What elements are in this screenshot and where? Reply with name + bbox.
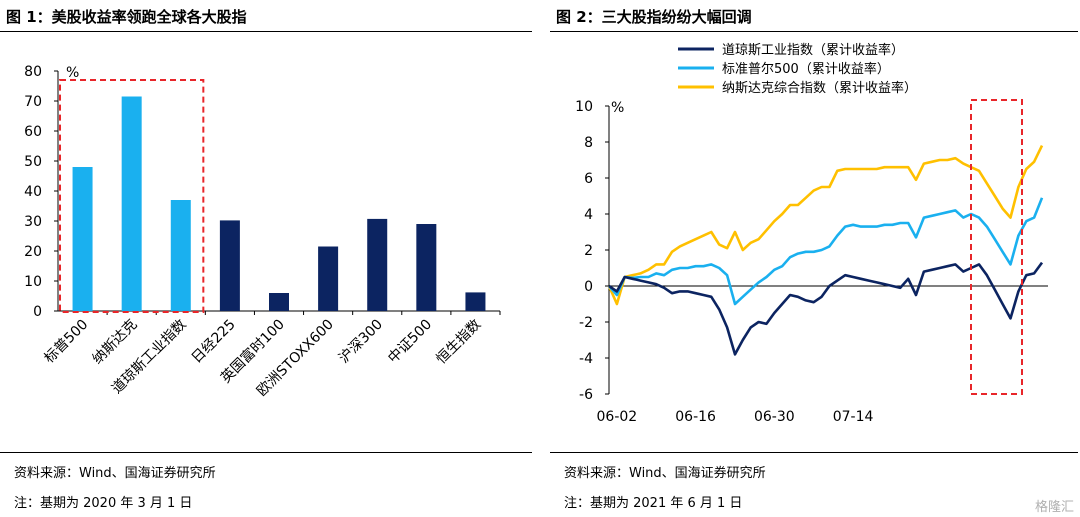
- left-panel: 图 1：美股收益率领跑全球各大股指 0 10 20 30 40 50 60 70 80% 标普50…: [0, 8, 532, 511]
- bar-6: [367, 218, 388, 311]
- right-source-note: 资料来源：Wind、国海证券研究所: [564, 466, 766, 481]
- y-tick-label: 0: [584, 279, 593, 295]
- category-label-3: 日经225: [189, 317, 239, 367]
- y-tick-label: -6: [579, 387, 593, 403]
- category-label-1: 纳斯达克: [90, 317, 141, 368]
- category-label-6: 沪深300: [336, 317, 386, 367]
- y-tick-label: 10: [575, 99, 593, 115]
- bar-4: [269, 293, 289, 311]
- y-tick-label: -4: [579, 351, 593, 367]
- bar-7: [416, 224, 437, 311]
- bar-3: [219, 220, 240, 311]
- y-tick-label: 80: [24, 64, 42, 80]
- bar-0: [72, 167, 93, 311]
- highlight-box: [59, 79, 205, 313]
- y-tick-label: 2: [584, 243, 593, 259]
- left-title-rule: [0, 31, 532, 32]
- legend-label-dow: 道琼斯工业指数（累计收益率）: [722, 42, 904, 58]
- y-tick-label: 10: [24, 274, 42, 290]
- legend-label-nasdaq: 纳斯达克综合指数（累计收益率）: [722, 80, 917, 96]
- watermark-logo: 格隆汇: [1034, 500, 1074, 515]
- y-tick-label: -2: [579, 315, 593, 331]
- x-tick-label: 06-30: [754, 409, 795, 425]
- category-label-8: 恒生指数: [433, 317, 484, 368]
- left-footer-rule: [0, 452, 532, 453]
- left-source-note: 资料来源：Wind、国海证券研究所: [14, 466, 216, 481]
- y-tick-label: 20: [24, 244, 42, 260]
- right-chart-title: 图 2：三大股指纷纷大幅回调: [556, 8, 752, 26]
- right-panel: 图 2：三大股指纷纷大幅回调 10 8 6 4 2 0 -2 -4 -6% 06-02 06-16 0…: [550, 0, 1080, 517]
- series-line-nasdaq: [607, 145, 1044, 306]
- series-line-sp500: [608, 197, 1044, 306]
- y-tick-label: 4: [584, 207, 593, 223]
- right-title-rule: [550, 31, 1078, 32]
- y-tick-label: 6: [584, 171, 593, 187]
- bar-5: [318, 246, 339, 311]
- y-tick-label: 0: [33, 304, 42, 320]
- x-tick-label: 06-02: [597, 409, 638, 425]
- left-base-note: 注：基期为 2020 年 3 月 1 日: [14, 496, 193, 511]
- category-label-0: 标普500: [41, 317, 91, 367]
- y-tick-label: 30: [24, 214, 42, 230]
- right-footer-rule: [550, 452, 1078, 453]
- y-tick-label: 8: [584, 135, 593, 151]
- y-tick-label: 50: [24, 154, 42, 170]
- bar-2: [170, 200, 191, 311]
- highlight-box: [970, 99, 1023, 395]
- unit-label: %: [611, 100, 624, 116]
- y-tick-label: 70: [24, 94, 42, 110]
- bar-1: [121, 96, 142, 311]
- bar-8: [465, 292, 486, 311]
- x-tick-label: 06-16: [675, 409, 716, 425]
- unit-label: %: [66, 65, 79, 81]
- legend-label-sp500: 标准普尔500（累计收益率）: [722, 61, 890, 77]
- x-tick-label: 07-14: [833, 409, 874, 425]
- series-line-dow: [608, 261, 1044, 356]
- left-chart-title: 图 1：美股收益率领跑全球各大股指: [6, 8, 247, 26]
- y-tick-label: 40: [24, 184, 42, 200]
- right-base-note: 注：基期为 2021 年 6 月 1 日: [564, 496, 743, 511]
- line-chart: 10 8 6 4 2 0 -2 -4 -6% 06-02 06-16 06-30 07-14 道琼斯工业指…: [575, 42, 1048, 425]
- category-label-7: 中证500: [385, 317, 435, 367]
- y-tick-label: 60: [24, 124, 42, 140]
